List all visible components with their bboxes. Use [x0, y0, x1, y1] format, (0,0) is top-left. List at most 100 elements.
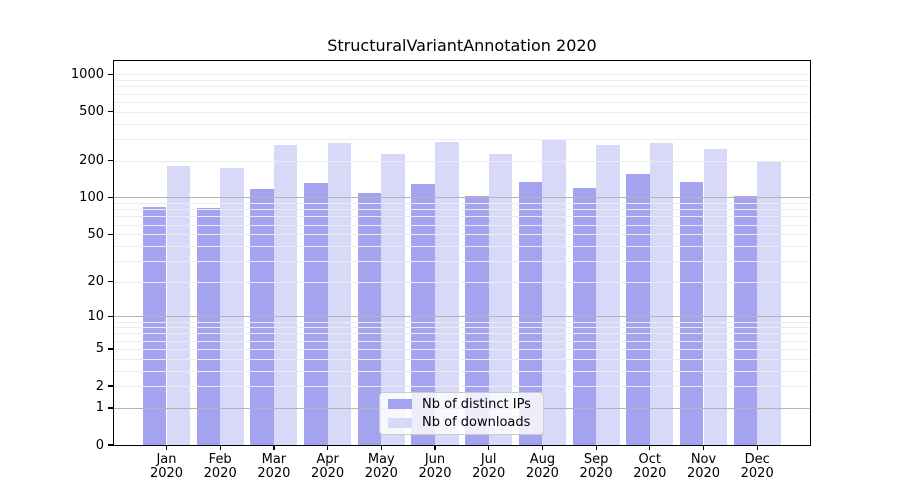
gridline-major: [114, 197, 810, 199]
bar-downloads: [542, 138, 566, 445]
gridline-minor: [114, 333, 810, 335]
gridline-minor: [114, 348, 810, 350]
gridline-minor: [114, 74, 810, 76]
gridline-major: [114, 316, 810, 318]
x-axis-tick-label: Mar 2020: [247, 453, 301, 481]
y-axis-tick-label: 20: [87, 274, 104, 290]
chart-title: StructuralVariantAnnotation 2020: [327, 36, 597, 55]
gridline-minor: [114, 101, 810, 103]
x-axis-tick-label: Jul 2020: [462, 453, 516, 481]
bar-downloads: [166, 165, 191, 445]
gridline-minor: [114, 80, 810, 82]
x-axis-tick: [702, 445, 705, 450]
bar-distinct-ips: [626, 174, 650, 445]
x-axis-tick-label-line: Aug: [529, 452, 556, 467]
x-axis-tick: [488, 445, 490, 450]
legend-swatch-downloads: [388, 417, 412, 428]
gridline-minor: [114, 321, 810, 323]
gridline-minor: [114, 216, 810, 218]
x-axis-tick-label-line: 2020: [740, 466, 774, 481]
bar-downloads: [273, 144, 298, 445]
x-axis-tick-label: Dec 2020: [730, 453, 784, 481]
y-axis-tick-label: 50: [87, 226, 104, 242]
x-axis-tick-label-line: 2020: [472, 466, 506, 481]
gridline-minor: [114, 281, 810, 283]
bar-downloads: [327, 142, 352, 445]
x-axis-tick-label-line: 2020: [257, 466, 291, 481]
y-axis-tick-label: 2: [95, 378, 104, 394]
bar-downloads: [435, 141, 459, 445]
bar-downloads: [488, 154, 513, 445]
legend-swatch-distinct-ips: [388, 399, 412, 410]
x-axis-tick: [219, 445, 221, 450]
gridline-minor: [114, 86, 810, 88]
bar-downloads: [757, 161, 781, 445]
bar-distinct-ips: [679, 181, 704, 445]
gridline-minor: [114, 234, 810, 236]
bar-distinct-ips: [142, 206, 167, 445]
y-axis-tick-label: 200: [79, 153, 104, 169]
x-axis-tick-label: Aug 2020: [515, 453, 569, 481]
plot-area: [113, 60, 811, 446]
gridline-minor: [114, 209, 810, 211]
x-axis-tick: [649, 445, 651, 450]
x-axis-tick: [380, 445, 382, 450]
x-axis-tick-label-line: 2020: [686, 466, 721, 481]
x-axis-tick-label-line: Dec: [744, 452, 770, 467]
x-axis-tick-label-line: 2020: [633, 466, 667, 481]
x-axis-tick-label-line: Oct: [638, 452, 662, 467]
y-axis-tick: [108, 315, 113, 318]
x-axis-tick-label-line: 2020: [364, 466, 398, 481]
y-axis-tick-label: 1: [95, 400, 104, 416]
y-axis-tick-label: 500: [79, 104, 104, 120]
y-axis-tick: [108, 348, 113, 350]
y-axis-tick-label: 100: [79, 189, 104, 205]
x-axis-tick-label-line: 2020: [418, 466, 452, 481]
x-axis-tick: [756, 445, 758, 450]
y-axis-tick: [108, 159, 113, 162]
legend-item-downloads: Nb of downloads: [380, 415, 543, 430]
gridline-minor: [114, 340, 810, 342]
gridline-minor: [114, 123, 810, 125]
x-axis-tick-label-line: 2020: [149, 466, 184, 481]
x-axis-tick-label: Oct 2020: [623, 453, 677, 481]
gridline-minor: [114, 260, 810, 262]
x-axis-tick: [434, 445, 436, 450]
x-axis-tick: [165, 445, 168, 450]
x-axis-tick-label-line: Mar: [261, 452, 287, 467]
x-axis-tick-label-line: Jan: [156, 452, 177, 467]
gridline-minor: [114, 160, 810, 162]
y-axis-tick: [108, 385, 113, 387]
x-axis-tick-label: Nov 2020: [677, 453, 731, 481]
gridline-minor: [114, 386, 810, 388]
x-axis-tick-label: Apr 2020: [301, 453, 355, 481]
x-axis-tick: [541, 445, 544, 450]
y-axis-tick-label: 5: [95, 341, 104, 357]
legend-label-distinct-ips: Nb of distinct IPs: [422, 396, 531, 412]
legend-label-downloads: Nb of downloads: [422, 415, 531, 431]
bar-downloads: [381, 154, 405, 445]
y-axis-tick-label: 10: [87, 308, 104, 324]
gridline-minor: [114, 370, 810, 372]
y-axis-tick: [108, 233, 113, 235]
x-axis-tick-label-line: 2020: [203, 466, 237, 481]
x-axis-tick-label-line: Feb: [208, 452, 232, 467]
x-axis-tick: [327, 445, 329, 450]
x-axis-tick-label-line: 2020: [311, 466, 345, 481]
x-axis-tick-label-line: Jul: [480, 452, 497, 467]
bar-distinct-ips: [465, 196, 489, 445]
y-axis-tick: [108, 281, 113, 283]
x-axis-tick-label: Sep 2020: [569, 453, 623, 481]
x-axis-tick-label: Jun 2020: [408, 453, 462, 481]
x-axis-tick-label-line: Jun: [424, 452, 446, 467]
gridline-minor: [114, 327, 810, 329]
gridline-minor: [114, 245, 810, 247]
y-axis-tick: [108, 196, 113, 199]
y-axis-tick-label: 0: [95, 437, 104, 453]
gridline-minor: [114, 111, 810, 113]
legend: Nb of distinct IPs Nb of downloads: [379, 392, 544, 435]
x-axis-tick: [273, 445, 275, 450]
y-axis-tick: [108, 444, 113, 446]
bar-distinct-ips: [411, 184, 435, 445]
